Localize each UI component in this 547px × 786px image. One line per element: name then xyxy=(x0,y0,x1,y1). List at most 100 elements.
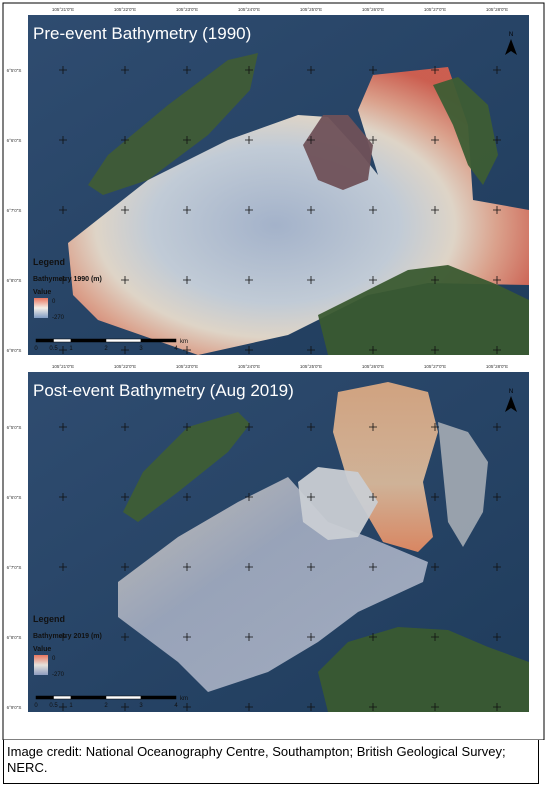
map-panel: 105°21'0"E 105°22'0"E 105°23'0"E 105°24'0"E… xyxy=(7,364,529,712)
grid-cross xyxy=(369,633,377,641)
grid-cross xyxy=(369,206,377,214)
y-coordinate-label: 6°8'0"S xyxy=(7,278,22,283)
x-coordinate-label: 105°24'0"E xyxy=(238,364,260,369)
grid-cross xyxy=(59,493,67,501)
grid-cross xyxy=(59,136,67,144)
y-coordinate-label: 6°6'0"S xyxy=(7,138,22,143)
north-label: N xyxy=(509,389,513,395)
grid-cross xyxy=(59,633,67,641)
grid-cross xyxy=(493,136,501,144)
legend-color-ramp xyxy=(34,655,48,675)
x-coordinate-label: 105°21'0"E xyxy=(52,364,74,369)
grid-cross xyxy=(245,493,253,501)
legend-field: Bathymetry 1990 (m) xyxy=(33,276,102,283)
scale-label: 2 xyxy=(104,346,108,352)
grid-cross xyxy=(245,346,253,354)
scale-unit: km xyxy=(180,339,188,345)
grid-cross xyxy=(245,563,253,571)
grid-cross xyxy=(121,493,129,501)
scale-label: 0.5 xyxy=(49,346,58,352)
grid-cross xyxy=(431,346,439,354)
grid-cross xyxy=(307,276,315,284)
scale-bar-segment xyxy=(35,338,54,343)
grid-cross xyxy=(121,136,129,144)
x-coordinate-label: 105°27'0"E xyxy=(424,364,446,369)
legend-min: -270 xyxy=(52,672,65,678)
x-coordinate-label: 105°24'0"E xyxy=(238,7,260,12)
legend-color-ramp xyxy=(34,298,48,318)
grid-cross xyxy=(59,206,67,214)
x-coordinate-label: 105°22'0"E xyxy=(114,364,136,369)
scale-label: 0 xyxy=(34,703,38,709)
legend-value-label: Value xyxy=(33,646,51,653)
legend-max: 0 xyxy=(52,656,56,662)
y-coordinate-label: 6°8'0"S xyxy=(7,635,22,640)
scale-bar-segment xyxy=(53,338,72,343)
grid-cross xyxy=(245,136,253,144)
island xyxy=(318,265,529,355)
volcano xyxy=(298,467,378,540)
grid-cross xyxy=(369,276,377,284)
scale-bar-segment xyxy=(70,338,107,343)
grid-cross xyxy=(307,493,315,501)
grid-cross xyxy=(59,563,67,571)
x-coordinate-label: 105°26'0"E xyxy=(362,7,384,12)
grid-cross xyxy=(59,346,67,354)
grid-cross xyxy=(493,633,501,641)
grid-cross xyxy=(307,633,315,641)
scale-bar-segment xyxy=(53,695,72,700)
grid-cross xyxy=(307,423,315,431)
scale-label: 0 xyxy=(34,346,38,352)
north-arrow xyxy=(505,39,517,55)
grid-cross xyxy=(245,703,253,711)
grid-cross xyxy=(493,703,501,711)
x-coordinate-label: 105°23'0"E xyxy=(176,7,198,12)
grid-cross xyxy=(369,423,377,431)
scale-bar-segment xyxy=(35,695,54,700)
grid-cross xyxy=(493,206,501,214)
grid-cross xyxy=(59,423,67,431)
x-coordinate-label: 105°23'0"E xyxy=(176,364,198,369)
island xyxy=(88,53,258,195)
grid-cross xyxy=(307,206,315,214)
scale-label: 4 xyxy=(174,703,178,709)
grid-cross xyxy=(183,276,191,284)
grid-cross xyxy=(369,346,377,354)
grid-cross xyxy=(369,66,377,74)
grid-cross xyxy=(183,703,191,711)
volcano xyxy=(303,115,373,190)
scale-bar-segment xyxy=(140,338,177,343)
scale-label: 1 xyxy=(69,346,73,352)
grid-cross xyxy=(121,703,129,711)
island xyxy=(438,422,488,547)
grid-cross xyxy=(183,563,191,571)
grid-cross xyxy=(183,493,191,501)
grid-cross xyxy=(431,423,439,431)
x-coordinate-label: 105°22'0"E xyxy=(114,7,136,12)
grid-cross xyxy=(307,66,315,74)
grid-cross xyxy=(183,136,191,144)
grid-cross xyxy=(431,633,439,641)
grid-cross xyxy=(245,423,253,431)
grid-cross xyxy=(431,136,439,144)
x-coordinate-label: 105°21'0"E xyxy=(52,7,74,12)
x-coordinate-label: 105°25'0"E xyxy=(300,7,322,12)
bathymetry xyxy=(333,382,438,552)
scale-unit: km xyxy=(180,696,188,702)
grid-cross xyxy=(121,346,129,354)
grid-cross xyxy=(431,563,439,571)
y-coordinate-label: 6°7'0"S xyxy=(7,565,22,570)
scale-label: 3 xyxy=(139,703,143,709)
grid-cross xyxy=(307,346,315,354)
grid-cross xyxy=(431,66,439,74)
grid-cross xyxy=(183,206,191,214)
scale-label: 0.5 xyxy=(49,703,58,709)
scale-label: 4 xyxy=(174,346,178,352)
legend-max: 0 xyxy=(52,299,56,305)
grid-cross xyxy=(307,563,315,571)
north-arrow xyxy=(505,396,517,412)
grid-cross xyxy=(431,276,439,284)
x-coordinate-label: 105°25'0"E xyxy=(300,364,322,369)
legend-value-label: Value xyxy=(33,289,51,296)
